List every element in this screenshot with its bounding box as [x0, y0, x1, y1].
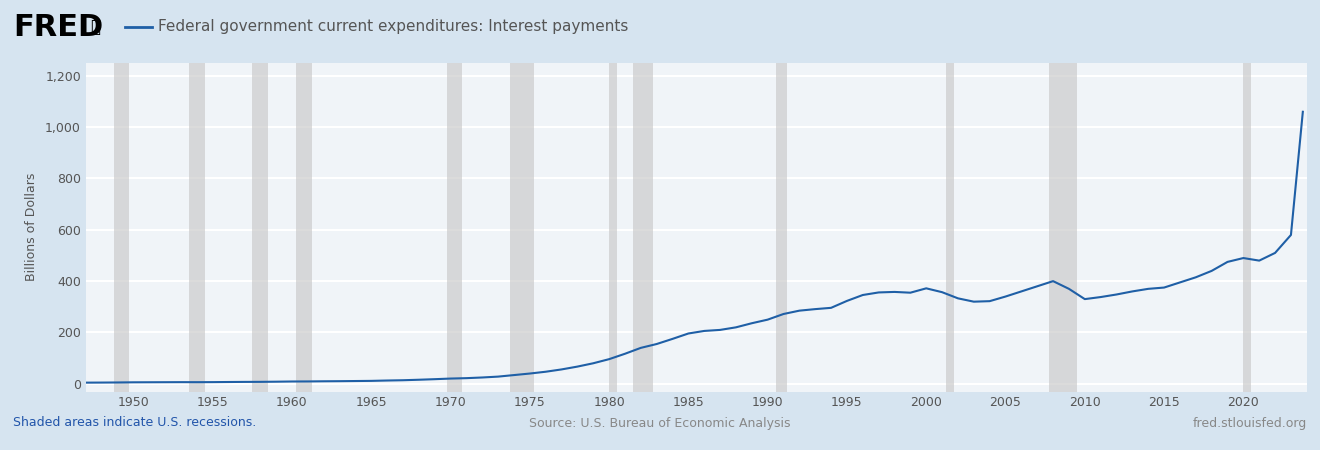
Bar: [1049, 63, 1077, 392]
Y-axis label: Billions of Dollars: Billions of Dollars: [25, 173, 38, 281]
Bar: [609, 63, 616, 392]
Text: FRED: FRED: [13, 13, 103, 41]
Text: Source: U.S. Bureau of Economic Analysis: Source: U.S. Bureau of Economic Analysis: [529, 417, 791, 429]
Bar: [510, 63, 533, 392]
Bar: [632, 63, 652, 392]
Text: Federal government current expenditures: Interest payments: Federal government current expenditures:…: [158, 19, 628, 35]
Bar: [114, 63, 129, 392]
Bar: [189, 63, 205, 392]
Bar: [1243, 63, 1251, 392]
Bar: [446, 63, 462, 392]
Text: Shaded areas indicate U.S. recessions.: Shaded areas indicate U.S. recessions.: [13, 417, 256, 429]
Bar: [252, 63, 268, 392]
Bar: [776, 63, 788, 392]
Text: fred.stlouisfed.org: fred.stlouisfed.org: [1192, 417, 1307, 429]
Bar: [296, 63, 312, 392]
Text: 📈: 📈: [90, 18, 100, 36]
Bar: [946, 63, 954, 392]
